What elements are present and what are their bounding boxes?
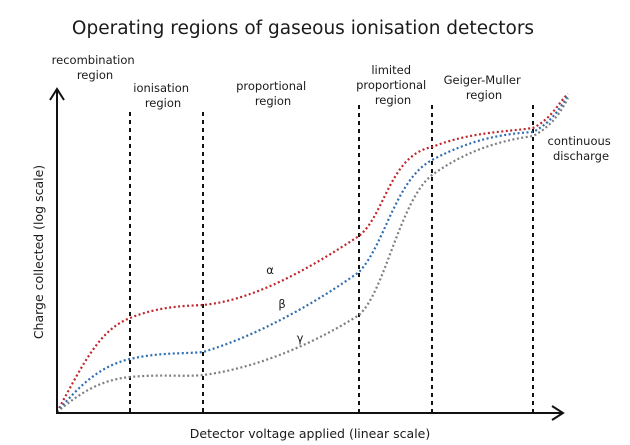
curve-gamma [56, 97, 569, 413]
region-label-continuous-discharge: continuous discharge [548, 134, 615, 163]
region-label-proportional: proportional region [236, 79, 310, 108]
region-label-limited-proportional: limited proportional region [356, 63, 430, 107]
curve-label-beta: β [278, 297, 285, 311]
y-axis-arrowhead [49, 87, 65, 101]
x-axis-title: Detector voltage applied (linear scale) [190, 426, 431, 441]
x-axis-arrowhead [551, 405, 565, 421]
region-label-ionisation: ionisation region [133, 81, 192, 110]
region-boundaries [129, 105, 534, 412]
curve-label-gamma: γ [297, 331, 304, 345]
region-label-geiger-muller: Geiger-Muller region [444, 73, 525, 102]
response-curves [56, 93, 569, 413]
region-label-recombination: recombination region [52, 53, 139, 82]
curve-beta [56, 95, 569, 413]
axes [49, 87, 565, 421]
curve-label-alpha: α [266, 263, 274, 277]
figure-title: Operating regions of gaseous ionisation … [72, 18, 534, 39]
region-labels: recombination region ionisation region p… [52, 53, 615, 163]
y-axis-title: Charge collected (log scale) [31, 165, 46, 339]
curve-alpha [56, 93, 569, 413]
